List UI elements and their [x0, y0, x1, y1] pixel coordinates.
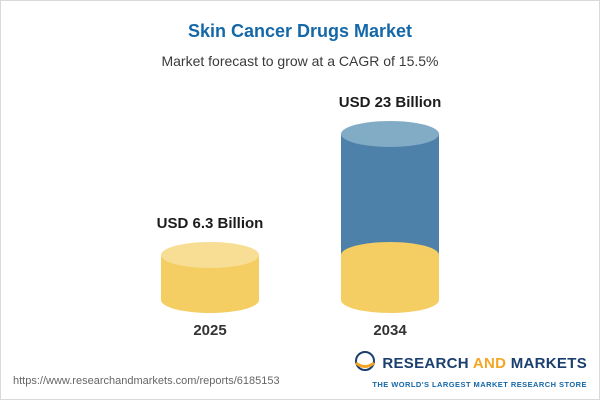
cylinder-2034 — [341, 121, 439, 313]
brand-line: RESEARCH AND MARKETS — [354, 350, 587, 377]
chart-subtitle: Market forecast to grow at a CAGR of 15.… — [161, 53, 439, 69]
chart-header: Skin Cancer Drugs Market Market forecast… — [1, 1, 599, 69]
cylinder-2034-seam — [341, 242, 439, 268]
chart-title: Skin Cancer Drugs Market — [187, 21, 413, 41]
globe-logo-icon — [354, 350, 376, 377]
cylinder-2025-top-cap — [161, 242, 259, 268]
bar-group-2025: USD 6.3 Billion 2025 — [140, 215, 280, 339]
value-label-2025: USD 6.3 Billion — [156, 215, 264, 232]
value-label-2034: USD 23 Billion — [338, 94, 442, 111]
cylinder-2025 — [161, 242, 259, 313]
category-label-2034: 2034 — [373, 322, 407, 339]
brand-text: RESEARCH AND MARKETS — [382, 355, 587, 372]
cylinder-2025-bottom-cap — [161, 287, 259, 313]
brand-word-markets: MARKETS — [510, 355, 587, 372]
footer: https://www.researchandmarkets.com/repor… — [1, 351, 599, 399]
cylinder-2034-top-cap — [341, 121, 439, 147]
cylinder-2034-bottom-cap — [341, 287, 439, 313]
brand-word-research: RESEARCH — [382, 355, 469, 372]
brand-logo: RESEARCH AND MARKETS THE WORLD'S LARGEST… — [354, 350, 587, 389]
brand-word-and: AND — [472, 355, 507, 372]
chart-area: USD 6.3 Billion 2025 USD 23 Billion 2034 — [1, 86, 599, 339]
bar-group-2034: USD 23 Billion 2034 — [320, 94, 460, 339]
brand-tagline: THE WORLD'S LARGEST MARKET RESEARCH STOR… — [372, 380, 587, 389]
footer-url: https://www.researchandmarkets.com/repor… — [13, 375, 280, 387]
category-label-2025: 2025 — [193, 322, 227, 339]
